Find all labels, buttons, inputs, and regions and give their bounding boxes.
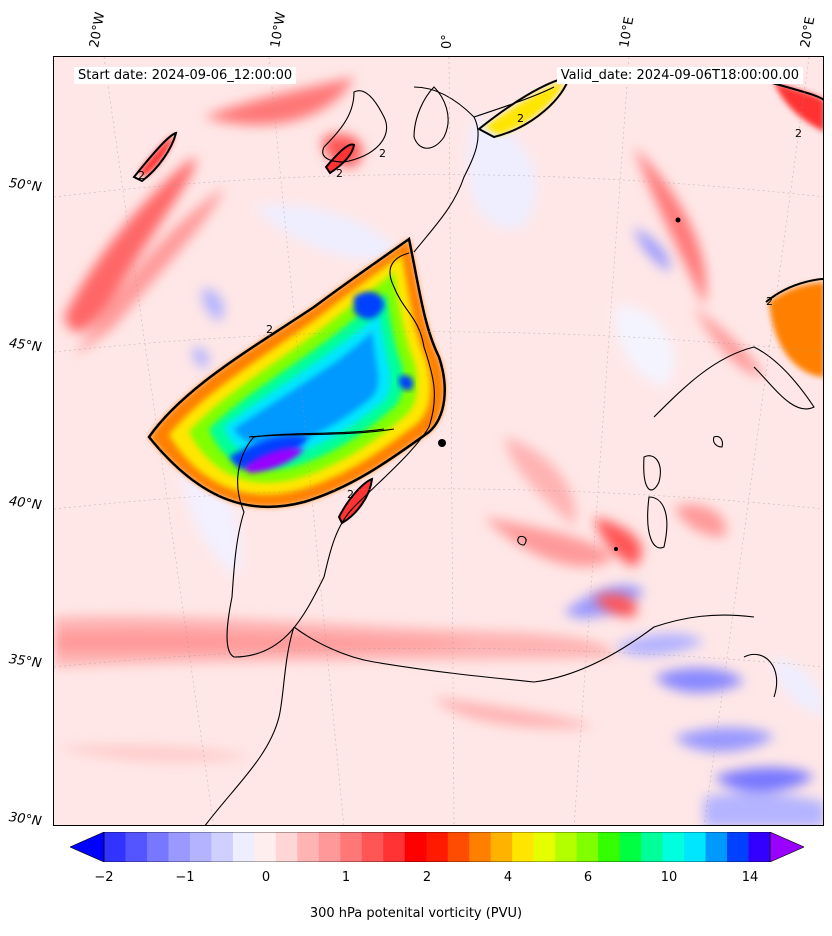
colorbar-cell [662,832,685,862]
valid-date-label: Valid_date: 2024-09-06T18:00:00.00 [556,67,803,84]
colorbar-cell [641,832,664,862]
pv-streamer [147,236,446,509]
lon-label-20e: 20°E [798,15,819,49]
colorbar [70,832,804,862]
marker-dot-3 [614,547,618,551]
lon-label-20w: 20°W [87,11,109,50]
colorbar-cell [705,832,728,862]
colorbar-cell [684,832,707,862]
marker-dot-1 [438,439,446,447]
marker-dot-2 [675,217,681,223]
graticule [54,57,823,825]
colorbar-cell [189,832,212,862]
contour-label-8: 2 [336,167,343,180]
colorbar-cell [254,832,277,862]
lat-label-35n: 35°N [7,652,43,672]
colorbar-cell [383,832,406,862]
colorbar-cell [361,832,384,862]
colorbar-tick-10: 10 [660,870,678,885]
colorbar-arrow-left [70,832,105,862]
colorbar-tick-0: 0 [261,870,271,885]
colorbar-cell [598,832,621,862]
colorbar-cell [748,832,771,862]
start-date-label: Start date: 2024-09-06_12:00:00 [74,67,297,84]
lat-label-30n: 30°N [7,810,43,830]
colorbar-cells [104,832,771,862]
colorbar-tick-neg1: −1 [175,870,195,885]
pv-cores [132,75,823,525]
colorbar-cell [297,832,320,862]
colorbar-cell [168,832,191,862]
lon-label-10e: 10°E [617,15,638,49]
colorbar-cell [211,832,234,862]
colorbar-cell [426,832,449,862]
colorbar-cell [555,832,578,862]
coastlines [204,86,815,825]
colorbar-tick-1: 1 [341,870,351,885]
lat-label-45n: 45°N [7,336,43,356]
contour-label-4: 2 [379,147,386,160]
colorbar-arrow-right [769,832,804,862]
colorbar-title: 300 hPa potenital vorticity (PVU) [309,906,523,921]
colorbar-cell [232,832,255,862]
contour-label-6: 2 [766,295,773,308]
colorbar-tick-neg2: −2 [94,870,114,885]
pv-low-values [181,117,823,825]
colorbar-frame [103,832,771,862]
pv-moderate-values [54,77,764,763]
contour-label-3: 2 [517,112,524,125]
colorbar-cell [104,832,126,862]
pv-map: 2 2 2 2 2 2 2 2 [53,56,824,826]
colorbar-cell [490,832,513,862]
colorbar-tick-4: 4 [503,870,513,885]
colorbar-tick-6: 6 [583,870,593,885]
colorbar-cell [318,832,341,862]
colorbar-cell [512,832,535,862]
pv-field: 2 2 2 2 2 2 2 2 [54,57,823,825]
colorbar-cell [469,832,492,862]
colorbar-cell [619,832,642,862]
contour-label-1: 2 [266,323,273,336]
contour-label-2: 2 [347,488,354,501]
colorbar-tick-14: 14 [741,870,759,885]
lon-label-10w: 10°W [268,11,290,50]
lat-label-40n: 40°N [7,494,43,514]
colorbar-cell [146,832,169,862]
lat-label-50n: 50°N [7,176,43,196]
colorbar-cell [275,832,298,862]
colorbar-cell [533,832,556,862]
colorbar-cell [576,832,599,862]
colorbar-cell [727,832,750,862]
colorbar-cell [340,832,363,862]
colorbar-cell [447,832,470,862]
lon-label-0: 0° [440,34,455,49]
colorbar-cell [125,832,148,862]
colorbar-tick-2: 2 [422,870,432,885]
colorbar-cell [404,832,427,862]
contour-label-7: 2 [138,169,145,182]
contour-label-5: 2 [795,127,802,140]
